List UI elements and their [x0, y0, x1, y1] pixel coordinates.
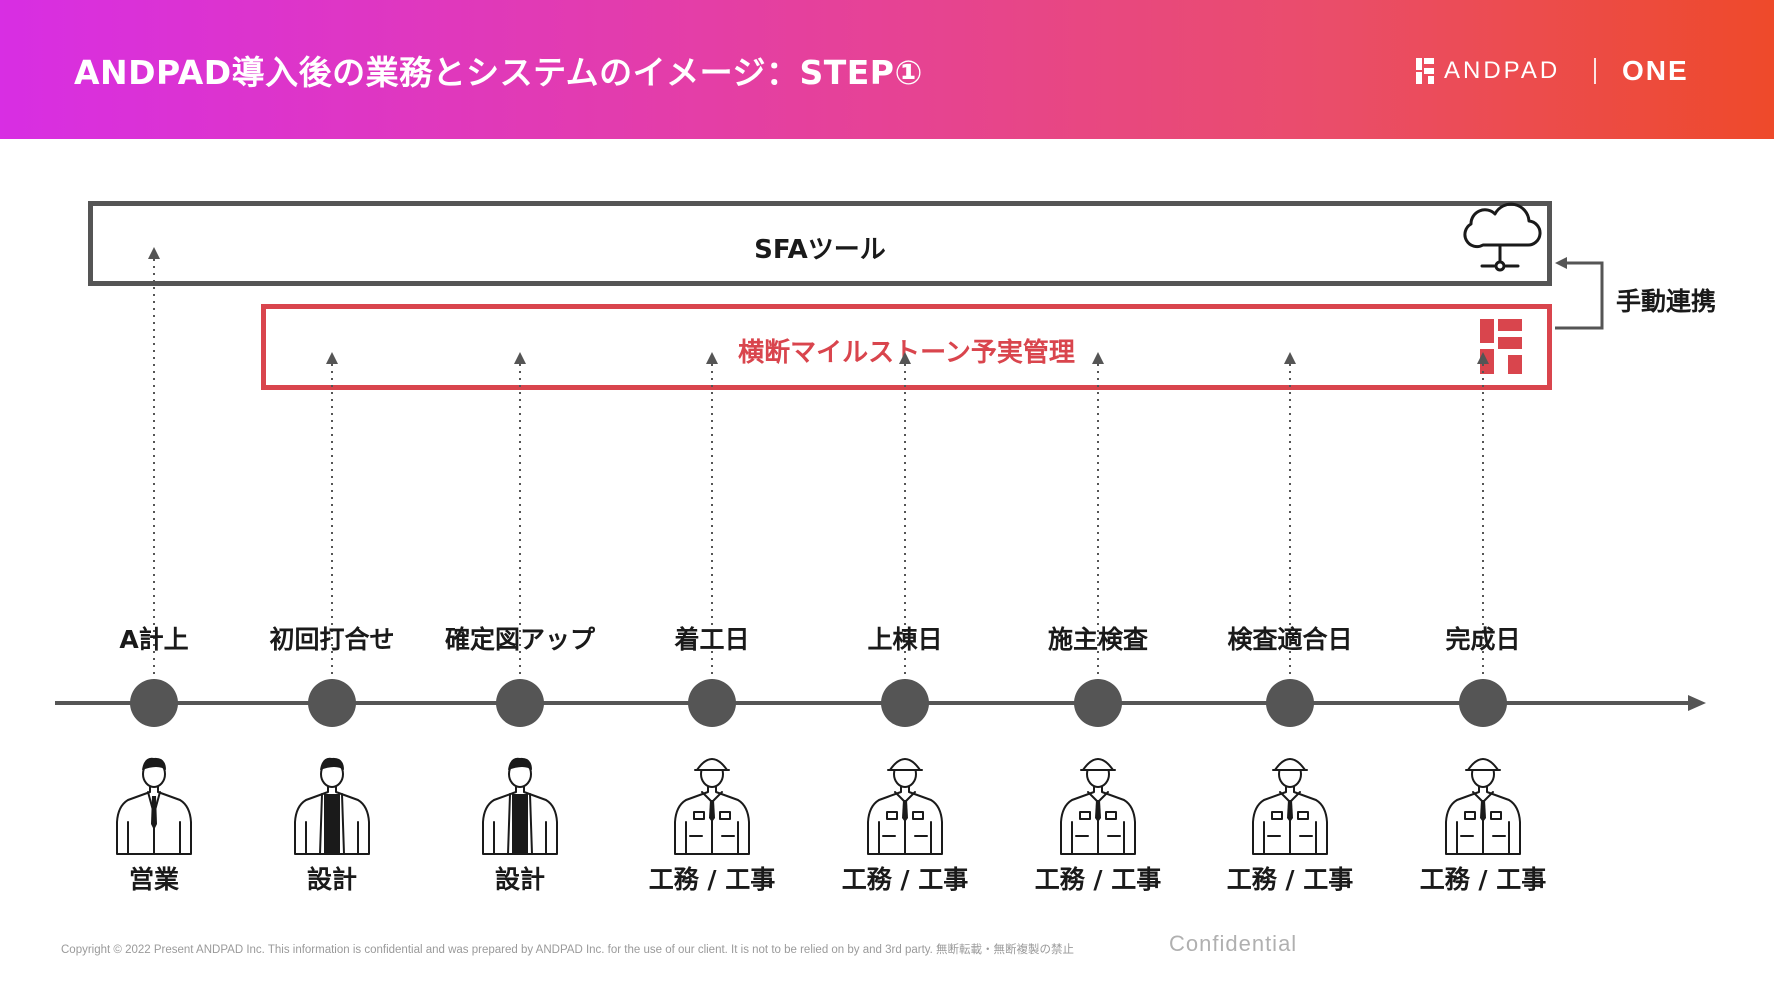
stage-arrow-head [1092, 352, 1104, 364]
role-label: 営業 [128, 865, 179, 894]
sfa-tool-label: SFAツール [754, 235, 886, 265]
person-worker-icon [1445, 758, 1521, 855]
manual-sync-label: 手動連携 [1616, 287, 1717, 316]
andpad-logo-icon [1416, 58, 1434, 84]
stage-2 [294, 352, 370, 855]
stage-arrow-head [706, 352, 718, 364]
person-worker-icon [1252, 758, 1328, 855]
role-label: 工務 / 工事 [841, 865, 969, 894]
person-worker-icon [674, 758, 750, 855]
brand-divider [1594, 58, 1596, 84]
person-jacket-icon [294, 757, 370, 855]
stage-arrow-head [148, 247, 160, 259]
person-worker-icon [867, 758, 943, 855]
role-label: 設計 [306, 865, 357, 894]
person-suit-icon [116, 757, 192, 855]
stage-label: A計上 [119, 625, 189, 654]
timeline-axis [55, 695, 1706, 711]
person-jacket-icon [482, 757, 558, 855]
stage-label: 着工日 [674, 625, 750, 654]
cloud-network-icon [1463, 202, 1542, 272]
milestone-dot [308, 679, 356, 727]
stage-arrow-head [326, 352, 338, 364]
stage-label: 施主検査 [1047, 625, 1148, 654]
one-brand: ONE [1618, 54, 1689, 88]
andpad-brand: ANDPAD [1416, 54, 1560, 88]
role-label: 工務 / 工事 [1419, 865, 1547, 894]
stage-5 [867, 352, 943, 855]
stage-arrow-head [899, 352, 911, 364]
page-title: ANDPAD導入後の業務とシステムのイメージ：STEP① [74, 53, 923, 92]
stage-8 [1445, 352, 1521, 855]
andpad-wordmark: ANDPAD [1444, 57, 1561, 84]
milestone-dot [881, 679, 929, 727]
milestone-dot [1074, 679, 1122, 727]
header-banner: ANDPAD導入後の業務とシステムのイメージ：STEP① ANDPAD ONE [0, 0, 1774, 139]
milestone-dot [1266, 679, 1314, 727]
andpad-logo-icon [1480, 319, 1522, 374]
stage-3 [482, 352, 558, 855]
milestone-dot [130, 679, 178, 727]
role-label: 設計 [494, 865, 545, 894]
footer-confidential: Confidential [1169, 931, 1298, 956]
one-wordmark: ONE [1622, 55, 1689, 86]
role-label: 工務 / 工事 [1226, 865, 1354, 894]
sfa-tool-box: SFAツール [88, 201, 1552, 286]
stage-arrow-head [1284, 352, 1296, 364]
stage-arrow-head [1477, 352, 1489, 364]
stage-label: 検査適合日 [1227, 625, 1353, 654]
footer-copyright: Copyright © 2022 Present ANDPAD Inc. Thi… [61, 944, 1075, 956]
milestone-dot [1459, 679, 1507, 727]
role-label: 工務 / 工事 [1034, 865, 1162, 894]
role-label: 工務 / 工事 [648, 865, 776, 894]
stage-label: 初回打合せ [269, 625, 395, 654]
stage-label: 確定図アップ [444, 625, 595, 654]
stage-4 [674, 352, 750, 855]
stage-arrow-head [514, 352, 526, 364]
manual-sync-arrow [1555, 257, 1604, 330]
milestone-dot [496, 679, 544, 727]
stage-7 [1252, 352, 1328, 855]
stage-1 [116, 247, 192, 855]
stage-6 [1060, 352, 1136, 855]
milestone-dot [688, 679, 736, 727]
stage-label: 上棟日 [867, 625, 943, 654]
person-worker-icon [1060, 758, 1136, 855]
stage-label: 完成日 [1445, 625, 1521, 654]
